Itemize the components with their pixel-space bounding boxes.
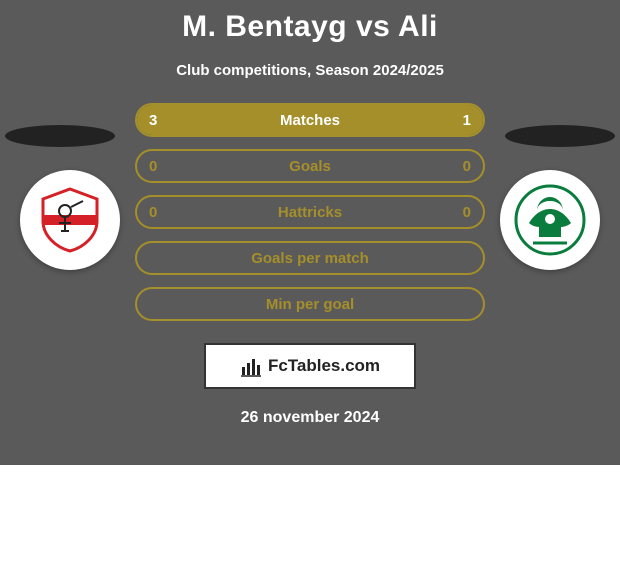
bars-icon — [240, 355, 262, 377]
shadow-right — [505, 125, 615, 147]
shadow-left — [5, 125, 115, 147]
stat-row: Goals per match — [135, 241, 485, 275]
page-title: M. Bentayg vs Ali — [0, 0, 620, 44]
stat-label: Goals per match — [251, 250, 369, 267]
stat-right-value: 0 — [463, 204, 471, 221]
comparison-widget: M. Bentayg vs Ali Club competitions, Sea… — [0, 0, 620, 465]
stat-row: Goals 0 0 — [135, 149, 485, 183]
stat-label: Hattricks — [278, 204, 342, 221]
stat-left-value: 0 — [149, 204, 157, 221]
stat-left-value: 0 — [149, 158, 157, 175]
stat-label: Goals — [289, 158, 331, 175]
subtitle: Club competitions, Season 2024/2025 — [0, 62, 620, 79]
zamalek-crest-icon — [35, 185, 105, 255]
stat-right-value: 0 — [463, 158, 471, 175]
stat-row: Min per goal — [135, 287, 485, 321]
date-text: 26 november 2024 — [0, 409, 620, 427]
stat-fill-left — [137, 105, 397, 135]
watermark-text: FcTables.com — [268, 356, 380, 376]
stat-label: Matches — [280, 112, 340, 129]
stat-left-value: 3 — [149, 112, 157, 129]
watermark[interactable]: FcTables.com — [204, 343, 416, 389]
stat-row: Matches 3 1 — [135, 103, 485, 137]
stat-label: Min per goal — [266, 296, 354, 313]
stat-right-value: 1 — [463, 112, 471, 129]
club-badge-left — [20, 170, 120, 270]
stat-rows: Matches 3 1 Goals 0 0 Hattricks 0 0 Goals per mat… — [135, 103, 485, 321]
almasry-crest-icon — [513, 183, 587, 257]
stat-row: Hattricks 0 0 — [135, 195, 485, 229]
club-badge-right — [500, 170, 600, 270]
